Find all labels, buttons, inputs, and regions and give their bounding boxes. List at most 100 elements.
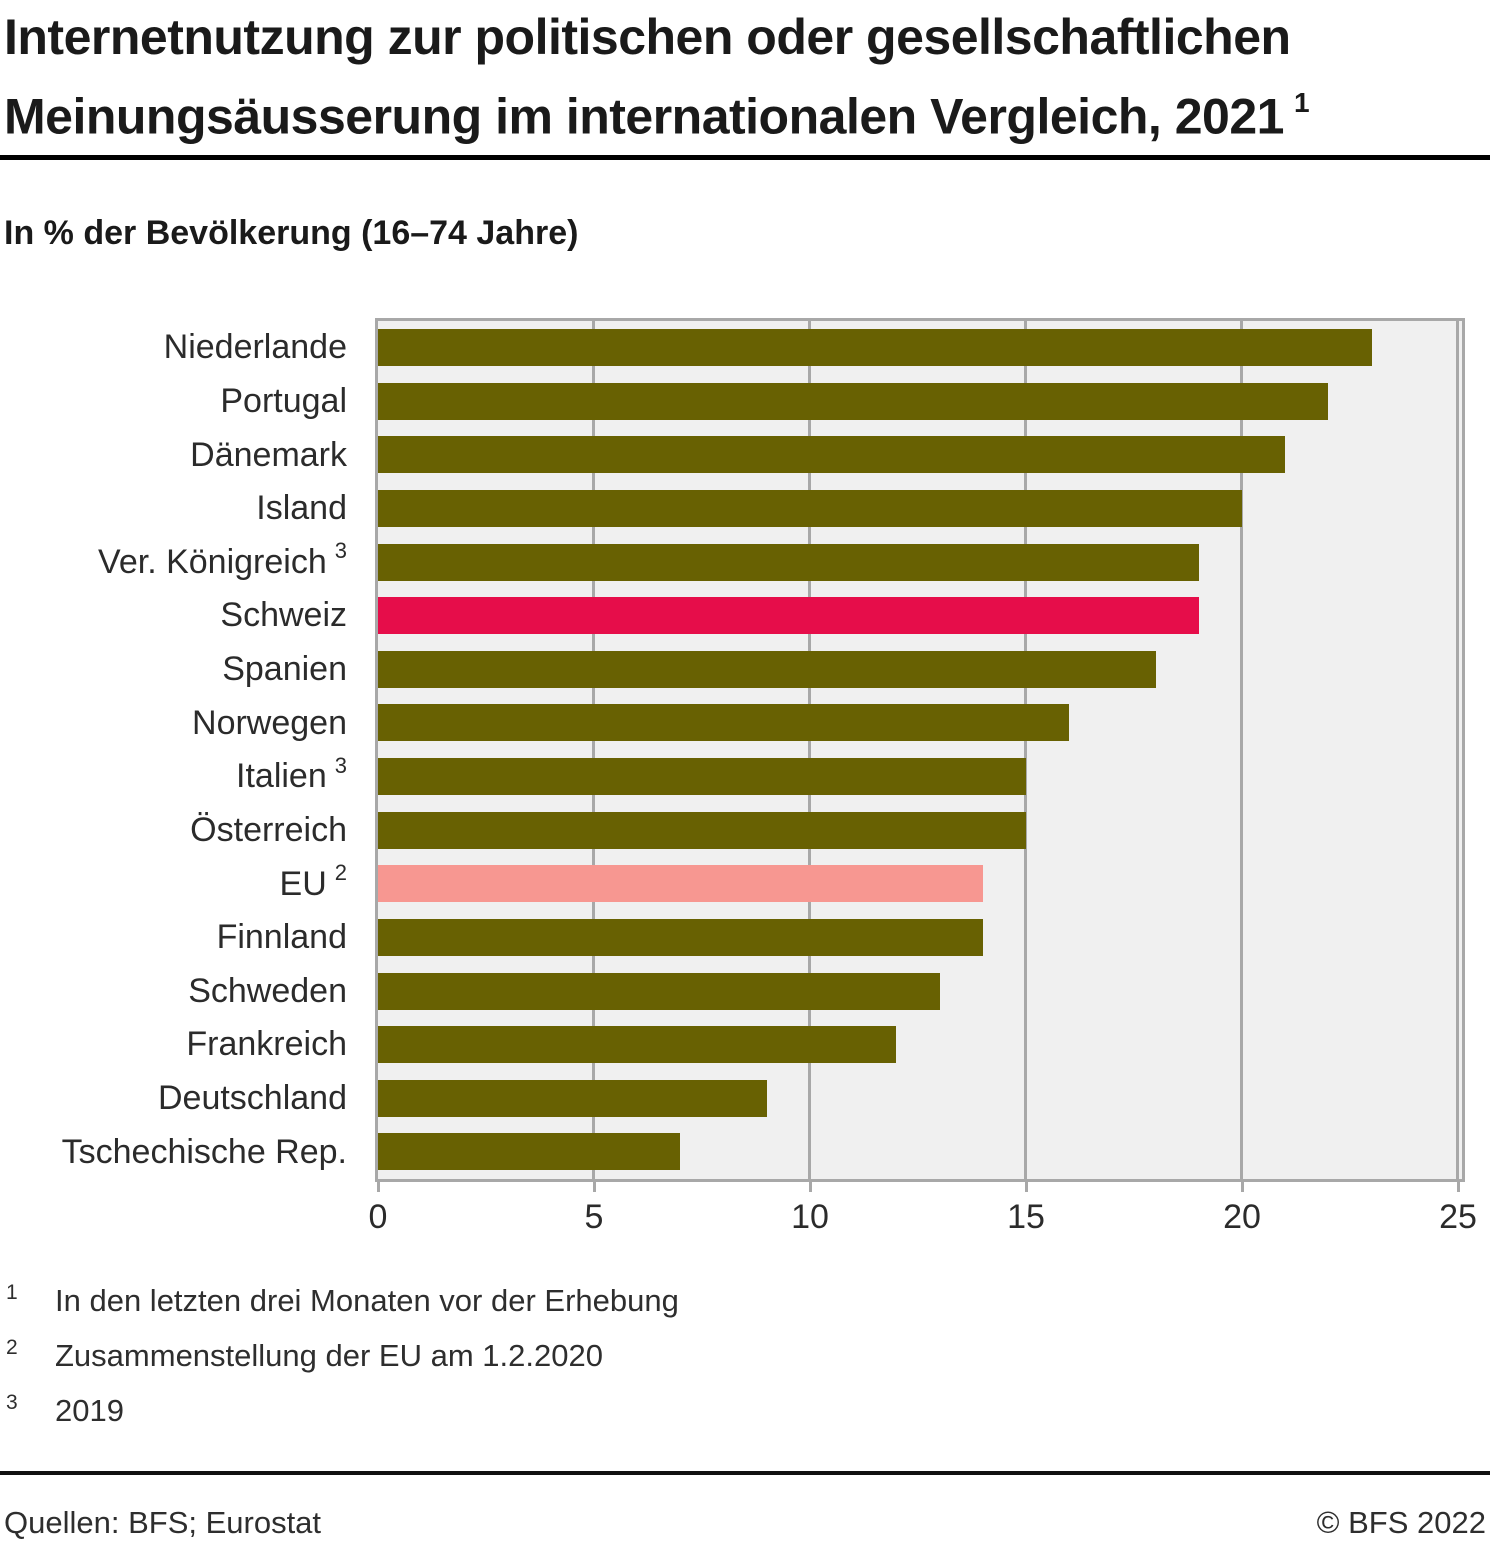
bar-row	[378, 482, 1462, 536]
title-divider	[0, 155, 1490, 160]
category-label: Norwegen	[0, 696, 347, 750]
category-label-text: Österreich	[190, 810, 347, 849]
plot-area	[375, 318, 1465, 1182]
page-title-line2: Meinungsäusserung im internationalen Ver…	[4, 88, 1284, 145]
category-label-text: Dänemark	[190, 435, 347, 474]
gridline-5	[592, 321, 595, 1179]
bar-series	[378, 321, 1462, 1179]
footnote-marker: 1	[6, 1281, 18, 1304]
footnote-2: 2 Zusammenstellung der EU am 1.2.2020	[6, 1336, 679, 1393]
bar-deutschland	[378, 1079, 767, 1117]
tick-mark-20	[1241, 1182, 1244, 1192]
bar-row	[378, 643, 1462, 697]
category-label-text: Island	[256, 489, 347, 528]
footnotes-block: 1 In den letzten drei Monaten vor der Erh…	[6, 1281, 679, 1448]
tick-label-15: 15	[1007, 1198, 1045, 1236]
category-label-text: EU	[279, 864, 327, 903]
bar-spanien	[378, 650, 1156, 688]
source-text: Quellen: BFS; Eurostat	[4, 1505, 322, 1540]
category-label: Island	[0, 482, 347, 536]
bar-row	[378, 428, 1462, 482]
category-label-text: Finnland	[216, 918, 347, 957]
bar-island	[378, 489, 1242, 527]
bar-row	[378, 965, 1462, 1019]
bar-finnland	[378, 918, 983, 956]
tick-label-25: 25	[1439, 1198, 1477, 1236]
tick-mark-10	[809, 1182, 812, 1192]
page-title: Internetnutzung zur politischen oder ges…	[4, 2, 1310, 152]
category-label-text: Niederlande	[163, 328, 347, 367]
category-label: Schweiz	[0, 589, 347, 643]
category-footnote-marker: 2	[334, 860, 347, 886]
gridline-20	[1240, 321, 1243, 1179]
category-label-text: Tschechische Rep.	[61, 1132, 347, 1171]
tick-mark-0	[377, 1182, 380, 1192]
tick-mark-25	[1457, 1182, 1460, 1192]
chart-subtitle: In % der Bevölkerung (16–74 Jahre)	[4, 214, 579, 252]
gridline-15	[1024, 321, 1027, 1179]
category-label: Schweden	[0, 965, 347, 1019]
category-label-text: Frankreich	[186, 1025, 347, 1064]
bar-row	[378, 804, 1462, 858]
bar-italien	[378, 758, 1026, 795]
category-label: Finnland	[0, 911, 347, 965]
bar-niederlande	[378, 329, 1372, 366]
tick-mark-15	[1025, 1182, 1028, 1192]
category-label: Österreich	[0, 804, 347, 858]
bar-portugal	[378, 382, 1328, 420]
bar-d-nemark	[378, 436, 1285, 474]
category-label-text: Schweden	[188, 971, 347, 1010]
bar-row	[378, 536, 1462, 590]
category-label: Frankreich	[0, 1018, 347, 1072]
category-label: Portugal	[0, 375, 347, 429]
bar-frankreich	[378, 1026, 896, 1064]
category-label: Spanien	[0, 643, 347, 697]
bar-eu	[378, 865, 983, 903]
bar-schweden	[378, 972, 940, 1010]
copyright-text: © BFS 2022	[1316, 1505, 1486, 1540]
bar-row	[378, 911, 1462, 965]
category-label-text: Ver. Königreich	[98, 542, 327, 581]
footnote-marker: 2	[6, 1336, 18, 1359]
tick-label-10: 10	[791, 1198, 829, 1236]
category-label-text: Norwegen	[192, 703, 347, 742]
bar-row	[378, 857, 1462, 911]
bar-row	[378, 750, 1462, 804]
category-axis-labels: Niederlande Portugal Dänemark Island Ver. Kö…	[0, 321, 347, 1179]
category-label-text: Schweiz	[220, 596, 347, 635]
title-footnote-marker: 1	[1293, 87, 1310, 118]
category-footnote-marker: 3	[334, 538, 347, 564]
bar-row	[378, 589, 1462, 643]
bar-norwegen	[378, 704, 1069, 742]
gridline-25	[1456, 321, 1459, 1179]
bar-row	[378, 1018, 1462, 1072]
category-label: Dänemark	[0, 428, 347, 482]
category-label: Niederlande	[0, 321, 347, 375]
category-label-text: Portugal	[220, 381, 347, 420]
footer-divider	[0, 1471, 1490, 1475]
category-label-text: Deutschland	[157, 1079, 347, 1118]
category-label: EU 2	[0, 857, 347, 911]
category-footnote-marker: 3	[334, 752, 347, 778]
category-label-text: Italien	[236, 757, 327, 796]
bar-row	[378, 1125, 1462, 1179]
category-label: Italien 3	[0, 750, 347, 804]
tick-label-5: 5	[584, 1198, 604, 1236]
footnote-text: In den letzten drei Monaten vor der Erhe…	[55, 1283, 679, 1318]
gridline-10	[808, 321, 811, 1179]
bar-row	[378, 321, 1462, 375]
category-label: Tschechische Rep.	[0, 1125, 347, 1179]
footnote-3: 3 2019	[6, 1391, 679, 1448]
footnote-marker: 3	[6, 1391, 18, 1414]
page-title-line1: Internetnutzung zur politischen oder ges…	[4, 9, 1291, 65]
bar-row	[378, 696, 1462, 750]
bar-schweiz	[378, 597, 1199, 635]
tick-label-0: 0	[368, 1198, 388, 1236]
bar-row	[378, 1072, 1462, 1126]
footnote-text: 2019	[55, 1393, 124, 1428]
footnote-text: Zusammenstellung der EU am 1.2.2020	[55, 1338, 603, 1373]
bar--sterreich	[378, 811, 1026, 849]
bar-row	[378, 375, 1462, 429]
bar-ver-k-nigreich	[378, 543, 1199, 581]
